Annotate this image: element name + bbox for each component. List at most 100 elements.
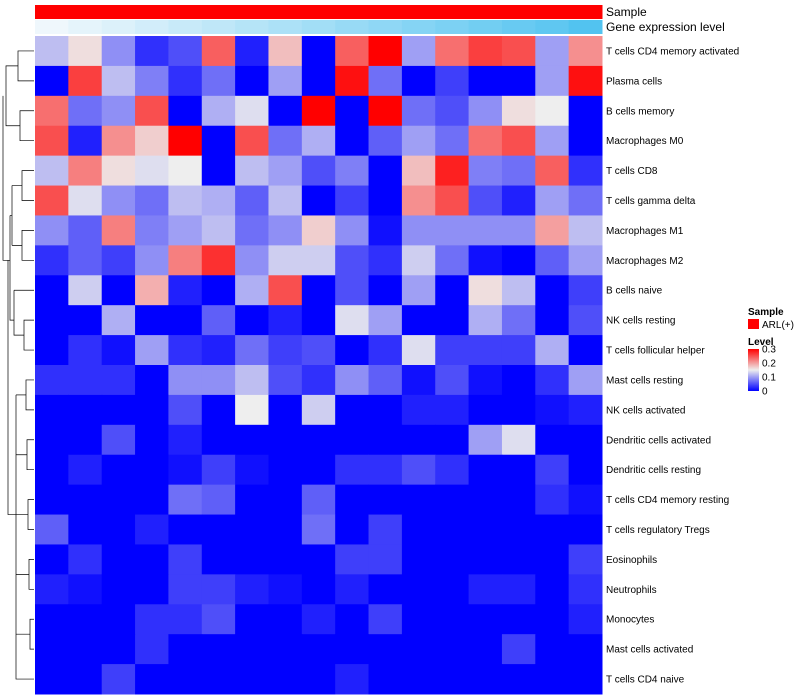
heatmap-cell (101, 245, 136, 276)
heatmap-cell (201, 454, 236, 486)
gene-expression-annotation-cell (35, 20, 69, 34)
heatmap-cell (235, 245, 269, 276)
heatmap-cell (201, 335, 236, 366)
row-label: Dendritic cells resting (606, 465, 701, 476)
legend-sample-entry: ARL(+) (762, 320, 794, 331)
heatmap-cell (35, 185, 69, 216)
heatmap-cell (135, 155, 169, 187)
heatmap-cell (535, 65, 570, 97)
heatmap-cell (35, 65, 69, 97)
heatmap-cell (101, 155, 136, 187)
row-label: Mast cells activated (606, 645, 693, 656)
heatmap-cell (535, 634, 570, 665)
heatmap-cell (568, 604, 603, 635)
heatmap-cell (68, 664, 103, 695)
heatmap-cell (68, 245, 103, 276)
heatmap-cell (135, 484, 169, 516)
legend-level-tick-label: 0 (762, 387, 768, 398)
heatmap-cell (368, 664, 403, 695)
heatmap-cell (468, 185, 503, 216)
dendrogram-branch (27, 499, 34, 530)
heatmap-cell (335, 394, 370, 426)
heatmap-cell (435, 125, 470, 157)
heatmap-cell (235, 365, 269, 396)
heatmap-cell (468, 424, 503, 456)
heatmap-cell (435, 454, 470, 486)
heatmap-cell (268, 36, 303, 67)
heatmap-cell (335, 454, 370, 486)
heatmap-cell (368, 574, 403, 605)
heatmap-cell (568, 335, 603, 366)
heatmap-cell (368, 394, 403, 426)
heatmap-cell (235, 335, 269, 366)
heatmap-cell (568, 454, 603, 486)
heatmap-cell (401, 514, 436, 545)
heatmap-cell (501, 514, 536, 545)
heatmap-cell (201, 95, 236, 127)
heatmap-cell (35, 634, 69, 665)
heatmap-cell (201, 664, 236, 695)
heatmap-cell (201, 275, 236, 306)
heatmap-cell (335, 574, 370, 605)
heatmap-cell (435, 394, 470, 426)
heatmap-cell (468, 95, 503, 127)
sample-annotation-cell (501, 5, 536, 19)
heatmap-cell (35, 245, 69, 276)
heatmap-cell (435, 215, 470, 246)
heatmap-cell (335, 365, 370, 396)
heatmap-cell (235, 215, 269, 246)
heatmap-cell (301, 454, 336, 486)
heatmap-cell (435, 155, 470, 187)
heatmap-cell (568, 514, 603, 545)
heatmap-cell (335, 634, 370, 665)
heatmap-cell (568, 484, 603, 516)
heatmap-cell (501, 574, 536, 605)
heatmap-cell (301, 604, 336, 635)
heatmap-cell (68, 394, 103, 426)
heatmap-cell (468, 335, 503, 366)
heatmap-cell (535, 275, 570, 306)
heatmap-cell (201, 245, 236, 276)
heatmap-cell (301, 125, 336, 157)
heatmap-cell (568, 305, 603, 336)
heatmap-cell (235, 155, 269, 187)
heatmap-cell (101, 125, 136, 157)
heatmap-cell (368, 484, 403, 516)
heatmap-cell (468, 454, 503, 486)
heatmap-cell (168, 36, 203, 67)
dendrogram-branch (7, 260, 16, 515)
heatmap-cell (535, 394, 570, 426)
heatmap-cell (501, 664, 536, 695)
heatmap-cell (335, 95, 370, 127)
heatmap-cell (435, 95, 470, 127)
heatmap-cell (301, 544, 336, 575)
heatmap-cell (568, 394, 603, 426)
heatmap-cell (35, 215, 69, 246)
legend-level-tick-label: 0.2 (762, 359, 776, 370)
heatmap-cell (168, 65, 203, 97)
dendrogram-branch (28, 559, 34, 590)
heatmap-cell (235, 484, 269, 516)
heatmap-cell (201, 65, 236, 97)
heatmap-cell (101, 544, 136, 575)
heatmap-cell (235, 305, 269, 336)
heatmap-cell (368, 424, 403, 456)
heatmap-cell (268, 185, 303, 216)
heatmap-cell (401, 634, 436, 665)
heatmap-cell (501, 335, 536, 366)
row-label: T cells follicular helper (606, 346, 705, 357)
heatmap-cell (535, 185, 570, 216)
sample-annotation-cell (435, 5, 470, 19)
row-label: Monocytes (606, 615, 654, 626)
dendrogram-branch (9, 215, 14, 321)
heatmap-cell (68, 65, 103, 97)
heatmap-cell (501, 365, 536, 396)
heatmap-cell (68, 574, 103, 605)
heatmap-cell (535, 604, 570, 635)
heatmap-cell (68, 514, 103, 545)
legend-sample-swatch (748, 319, 759, 329)
gene-expression-annotation-cell (401, 20, 436, 34)
heatmap-cell (168, 155, 203, 187)
heatmap-cell (435, 544, 470, 575)
heatmap-cell (435, 634, 470, 665)
